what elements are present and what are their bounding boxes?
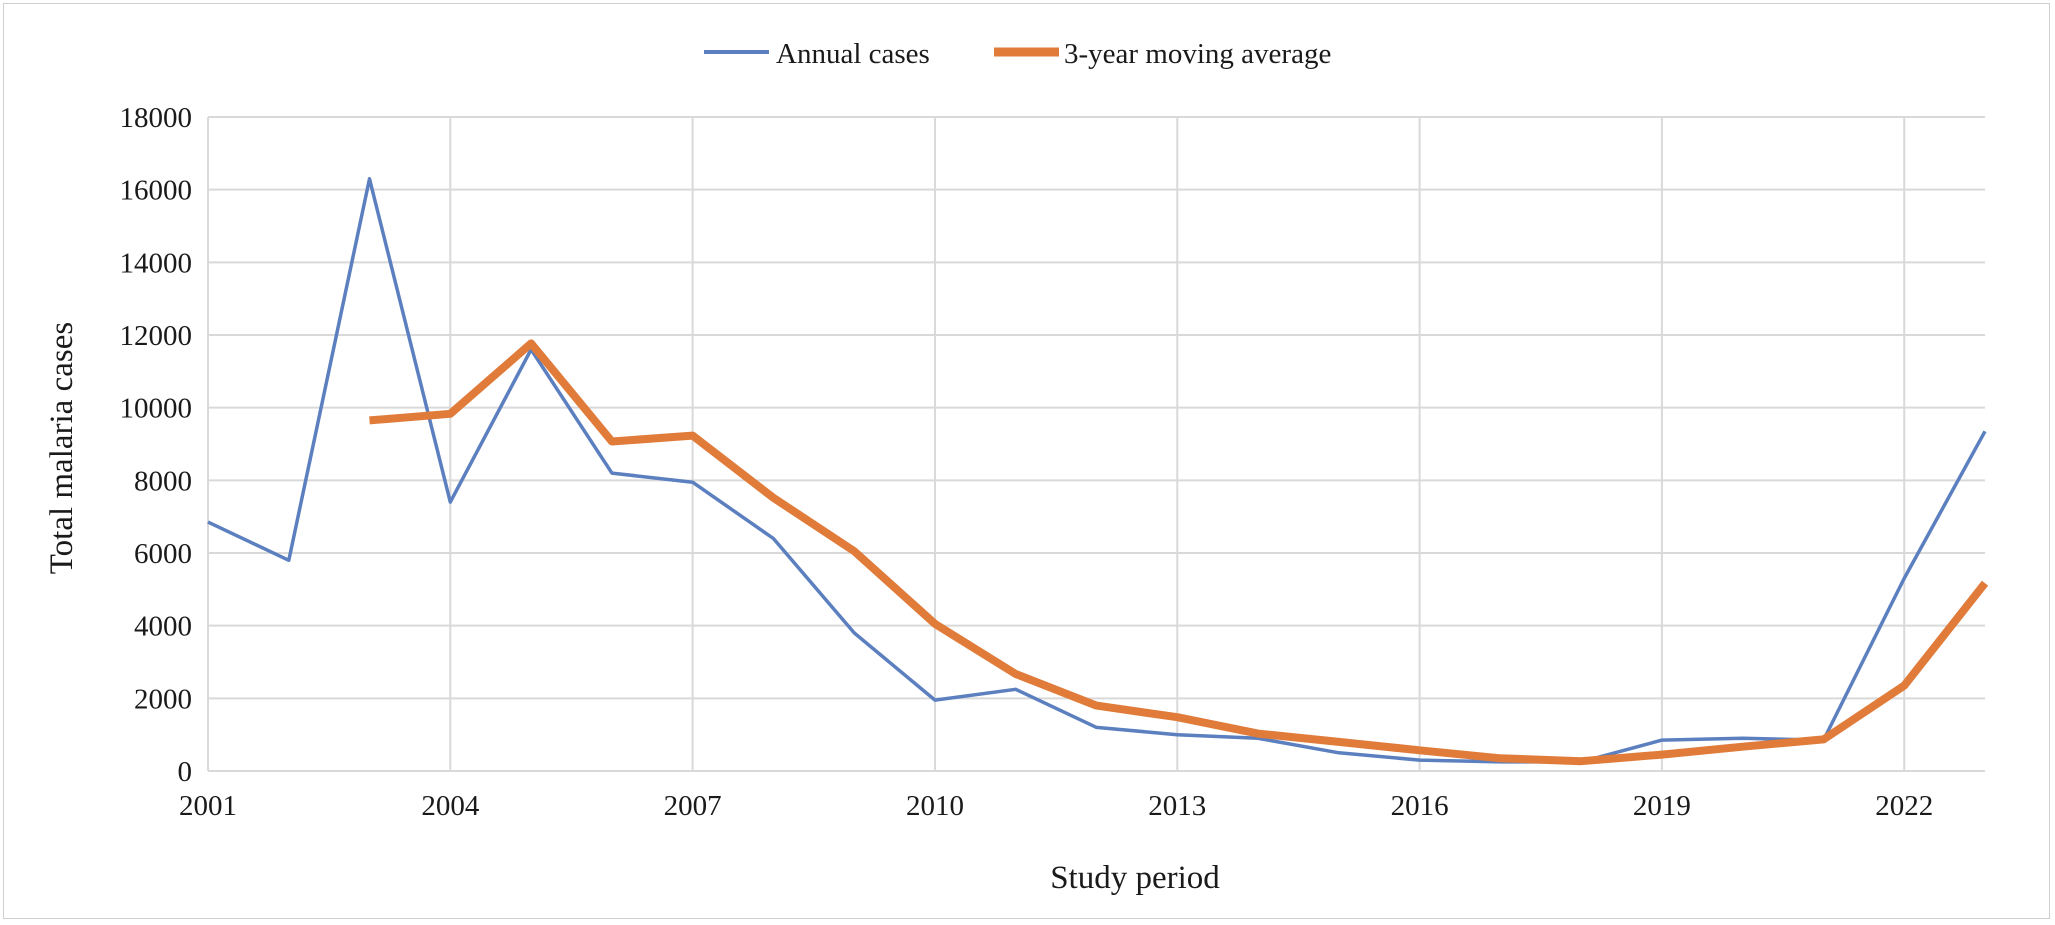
legend-item-annual-cases[interactable]: Annual cases [704,38,930,70]
x-tick-label: 2022 [1875,790,1933,822]
y-tick-label: 8000 [134,465,192,497]
legend-item-moving-average[interactable]: 3-year moving average [994,38,1331,70]
y-tick-label: 16000 [120,175,193,207]
chart-frame: 0 2000 4000 6000 8000 10000 12000 14000 16000 180… [3,3,2050,919]
legend-label-moving-average: 3-year moving average [1064,38,1331,70]
x-tick-label: 2016 [1391,790,1449,822]
x-tick-label: 2007 [664,790,722,822]
x-tick-label: 2001 [179,790,237,822]
y-tick-label: 14000 [120,247,193,279]
y-tick-label: 10000 [120,393,193,425]
x-tick-label: 2019 [1633,790,1691,822]
y-tick-label: 12000 [120,320,193,352]
y-tick-label: 6000 [134,538,192,570]
y-tick-label: 0 [178,756,193,788]
series-lines [207,177,1989,766]
line-chart: 0 2000 4000 6000 8000 10000 12000 14000 16000 180… [44,38,1989,896]
x-tick-label: 2013 [1148,790,1206,822]
legend: Annual cases 3-year moving average [704,38,1331,70]
gridlines [208,116,1985,771]
x-tick-label: 2004 [421,790,480,822]
axes [207,117,1985,772]
series-line-annual-cases [207,177,1987,764]
y-tick-label: 18000 [120,102,193,134]
y-tick-label: 4000 [134,611,192,643]
series-line-moving-average [369,339,1989,766]
x-axis-title: Study period [1050,860,1220,896]
y-axis-title: Total malaria cases [44,322,80,574]
legend-label-annual-cases: Annual cases [776,38,930,70]
x-tick-label: 2010 [906,790,964,822]
y-tick-label: 2000 [134,683,192,715]
tick-labels: 0 2000 4000 6000 8000 10000 12000 14000 16000 180… [120,102,1934,822]
